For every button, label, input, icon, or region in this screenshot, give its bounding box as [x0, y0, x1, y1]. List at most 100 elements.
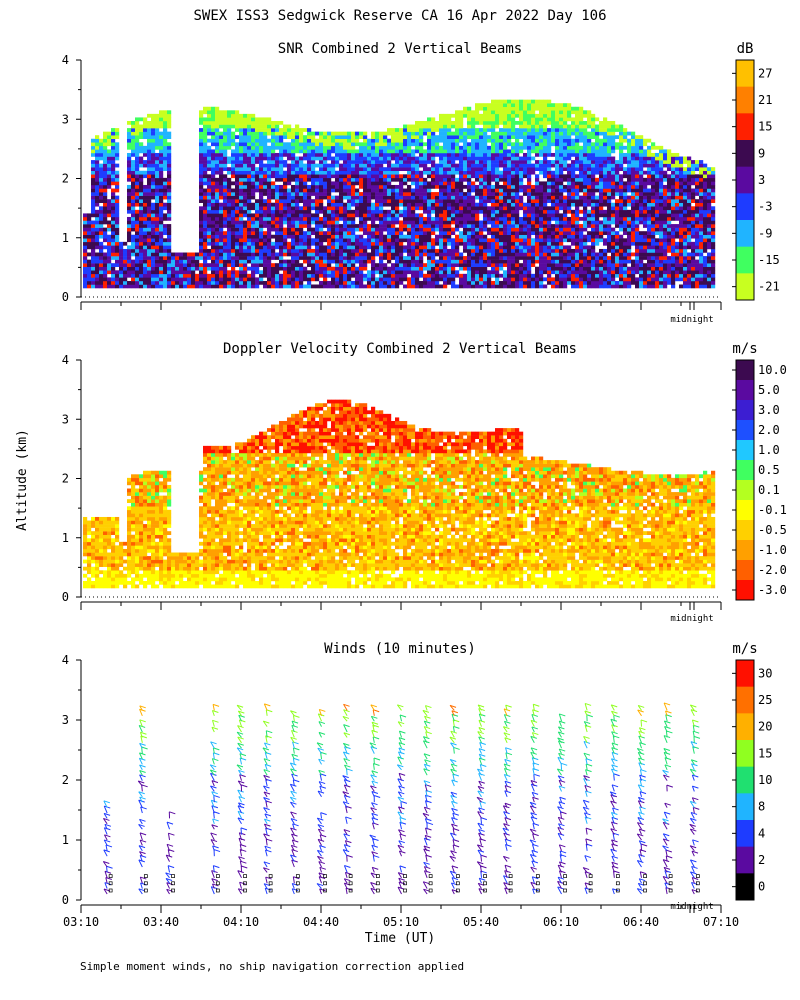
snr-cell [275, 192, 280, 196]
snr-cell [515, 273, 520, 278]
snr-cell [303, 177, 308, 182]
snr-cell [551, 277, 556, 282]
snr-cell [459, 209, 464, 214]
snr-cell [151, 202, 156, 207]
snr-cell [223, 273, 228, 278]
snr-cell [363, 131, 368, 136]
snr-cell [111, 181, 116, 186]
snr-cell [263, 234, 268, 239]
snr-cell [391, 138, 396, 143]
snr-cell [91, 181, 96, 186]
snr-cell [295, 234, 300, 239]
snr-cell [143, 256, 148, 260]
snr-cell [487, 206, 492, 211]
snr-cell [263, 120, 268, 125]
snr-cell [271, 145, 276, 150]
snr-cell [495, 124, 500, 129]
snr-cell [435, 195, 440, 200]
snr-cell [279, 192, 284, 196]
snr-cell [387, 231, 392, 235]
snr-cell [83, 277, 88, 282]
snr-cell [479, 248, 484, 253]
snr-cell [463, 131, 468, 136]
snr-cell [155, 220, 160, 225]
snr-cell [403, 195, 408, 200]
snr-cell [547, 252, 552, 257]
snr-cell [159, 284, 164, 289]
snr-cell [371, 152, 376, 157]
snr-cell [315, 252, 320, 257]
snr-cell [291, 135, 296, 140]
snr-cell [403, 128, 408, 132]
snr-cell [151, 128, 156, 132]
snr-cell [431, 131, 436, 136]
snr-cell [527, 163, 532, 168]
snr-cell [275, 131, 280, 136]
snr-cell [551, 188, 556, 193]
snr-cell [343, 245, 348, 250]
snr-cell [255, 138, 260, 143]
snr-cell [131, 163, 136, 168]
snr-cell [247, 284, 252, 289]
snr-cell [491, 213, 496, 218]
snr-cell [511, 259, 516, 264]
snr-cell [155, 135, 160, 140]
snr-cell [415, 160, 420, 164]
snr-cell [131, 192, 136, 196]
snr-cell [287, 241, 292, 246]
snr-cell [147, 128, 152, 132]
snr-cell [491, 195, 496, 200]
snr-cell [319, 199, 324, 203]
snr-cell [395, 138, 400, 143]
snr-cell [351, 138, 356, 143]
snr-cell [335, 181, 340, 186]
snr-cell [143, 128, 148, 132]
snr-cell [503, 128, 508, 132]
snr-cell [463, 280, 468, 285]
snr-cell [219, 209, 224, 214]
snr-cell [235, 192, 240, 196]
snr-cell [479, 163, 484, 168]
snr-cell [427, 234, 432, 239]
snr-cell [427, 270, 432, 275]
snr-cell [335, 170, 340, 175]
snr-cell [431, 128, 436, 132]
snr-cell [511, 224, 516, 228]
snr-cell [271, 248, 276, 253]
snr-cell [479, 284, 484, 289]
snr-cell [267, 138, 272, 143]
snr-cell [455, 135, 460, 140]
snr-cell [431, 163, 436, 168]
snr-cell [379, 177, 384, 182]
snr-cell [503, 270, 508, 275]
snr-cell [367, 252, 372, 257]
snr-cell [315, 184, 320, 189]
snr-cell [91, 277, 96, 282]
snr-cell [359, 245, 364, 250]
snr-cell [135, 270, 140, 275]
snr-cell [439, 149, 444, 154]
snr-cell [527, 213, 532, 218]
snr-cell [523, 124, 528, 129]
snr-cell [475, 224, 480, 228]
snr-cell [475, 259, 480, 264]
snr-cell [403, 152, 408, 157]
snr-cell [231, 227, 236, 232]
snr-cell [155, 184, 160, 189]
snr-cell [435, 263, 440, 267]
snr-cell [143, 227, 148, 232]
snr-cell [139, 227, 144, 232]
snr-cell [223, 160, 228, 164]
snr-cell [539, 110, 544, 115]
snr-cell [271, 156, 276, 161]
snr-cell [519, 177, 524, 182]
snr-cell [423, 224, 428, 228]
snr-cell [503, 199, 508, 203]
snr-cell [495, 138, 500, 143]
snr-cell [519, 120, 524, 125]
snr-cell [151, 209, 156, 214]
snr-cell [335, 195, 340, 200]
snr-cell [427, 152, 432, 157]
snr-cell [355, 142, 360, 147]
snr-cell [511, 195, 516, 200]
